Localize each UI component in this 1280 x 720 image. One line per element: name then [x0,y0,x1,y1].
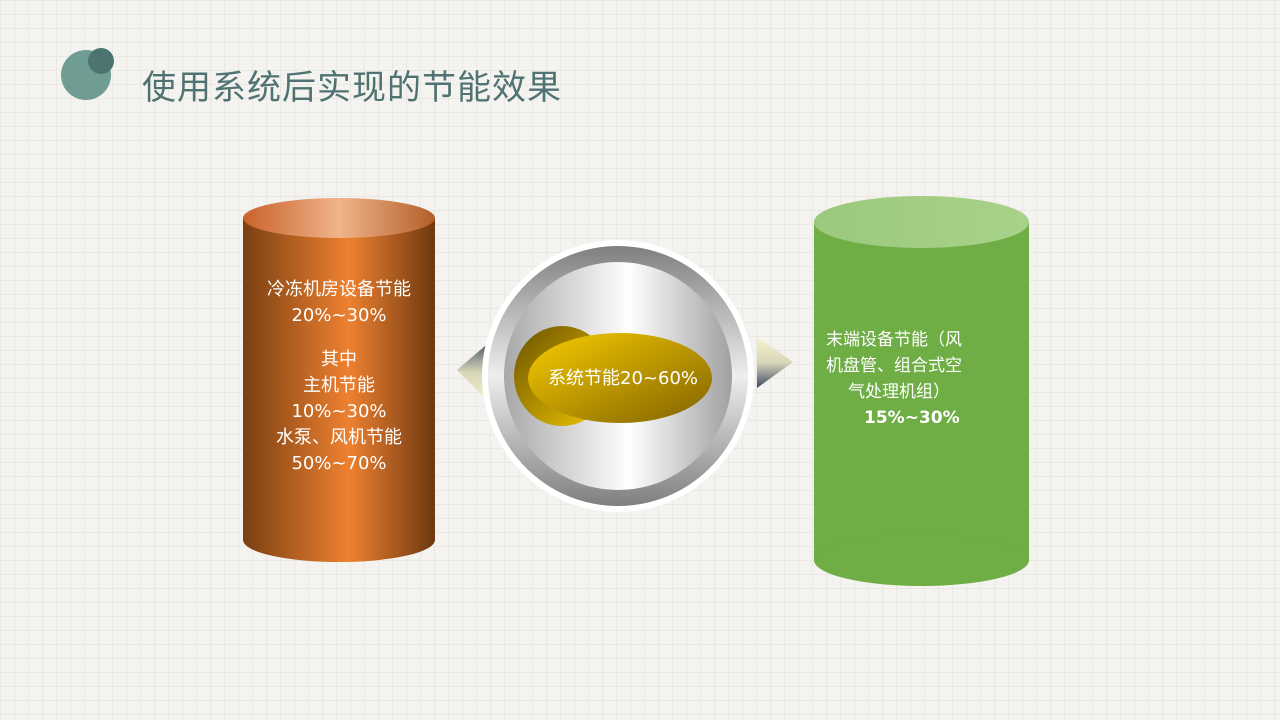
left-item1-value: 10%~30% [291,401,387,422]
gold-front-ellipse [528,333,712,423]
left-item2-value: 50%~70% [291,453,387,474]
right-cylinder [814,196,1029,586]
center-circle [482,240,754,512]
right-value: 15%~30% [864,408,960,428]
right-line3: 气处理机组） [848,382,950,402]
right-cylinder-text: 末端设备节能（风 机盘管、组合式空 气处理机组） 15%~30% [814,327,1014,431]
right-arrow-icon [757,337,793,388]
left-heading-value: 20%~30% [291,305,387,326]
left-heading: 冷冻机房设备节能 [267,279,411,300]
page-title: 使用系统后实现的节能效果 [142,68,562,108]
left-cylinder [243,198,435,562]
title-decoration-icon [61,48,114,100]
right-line1: 末端设备节能（风 [826,330,962,350]
right-line2: 机盘管、组合式空 [826,356,962,376]
center-label: 系统节能20~60% [548,368,698,389]
left-item2-label: 水泵、风机节能 [276,427,402,448]
left-cylinder-text: 冷冻机房设备节能 20%~30% 其中 主机节能 10%~30% 水泵、风机节能… [243,277,435,477]
left-item1-label: 主机节能 [303,375,375,396]
left-sub-heading: 其中 [321,349,357,370]
